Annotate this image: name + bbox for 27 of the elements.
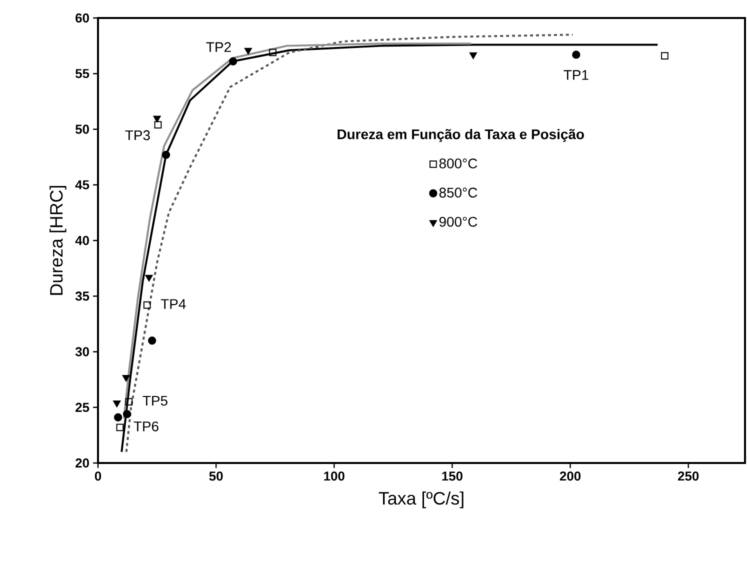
y-tick-label: 50 [76,124,89,134]
legend-label: 800°C [439,158,478,168]
y-tick-label: 20 [76,458,89,468]
y-tick-label: 35 [75,292,90,301]
x-tick-label: 100 [324,472,344,481]
y-tick-label: 55 [76,69,90,78]
annotation: TP5 [142,396,168,406]
annotation: TP1 [564,70,588,80]
y-axis-title: Dureza [HRC] [50,186,66,295]
x-tick-label: 150 [442,472,462,481]
y-tick-label: 25 [76,402,90,412]
y-tick-label: 60 [76,13,89,23]
annotation: TP4 [160,299,186,309]
legend-title: Dureza em Função da Taxa e Posição [338,128,584,142]
x-tick-label: 200 [560,472,581,481]
annotation: TP2 [206,42,231,52]
y-tick-label: 40 [75,236,89,246]
annotation: TP3 [125,130,150,140]
legend-label: 900°C [439,216,478,227]
x-tick-label: 0 [94,472,102,481]
x-tick-label: 50 [209,472,223,481]
legend-label: 850°C [439,188,478,198]
annotation: TP6 [134,421,158,432]
y-tick-label: 30 [75,347,89,356]
x-tick-label: 250 [678,472,699,481]
y-tick-label: 45 [75,180,90,190]
x-axis-title: Taxa [ºC/s] [378,491,464,508]
